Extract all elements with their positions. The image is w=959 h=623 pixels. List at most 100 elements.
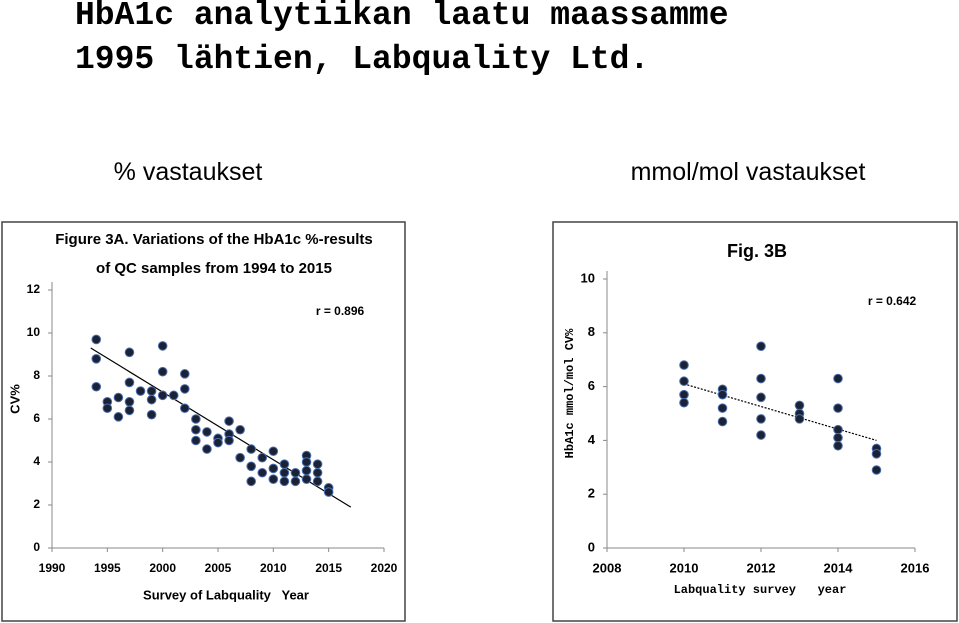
y-tick-label: 2	[33, 497, 40, 511]
point	[833, 432, 843, 443]
x-tick-label: 1990	[39, 561, 66, 575]
point	[202, 444, 212, 454]
point	[102, 403, 113, 414]
point	[268, 474, 279, 485]
y-tick-label: 8	[33, 368, 40, 382]
point	[180, 384, 190, 394]
x-tick-label: 2020	[371, 561, 398, 575]
point	[146, 409, 157, 420]
point	[168, 390, 179, 401]
chart-frame	[552, 221, 958, 622]
y-tick-label: 6	[33, 411, 40, 425]
y-tick-label: 0	[588, 539, 595, 554]
point	[794, 414, 805, 424]
point	[257, 452, 268, 463]
x-axis-label: Survey of Labquality Year	[143, 587, 309, 602]
x-tick-label: 2005	[205, 561, 232, 575]
point	[871, 449, 882, 459]
point	[235, 424, 245, 435]
x-tick-label: 2015	[315, 561, 342, 575]
point	[113, 392, 124, 403]
point	[124, 397, 135, 407]
x-tick-label: 2010	[260, 561, 287, 575]
point	[679, 389, 689, 400]
point	[717, 403, 728, 413]
annotation: r = 0.896	[316, 304, 365, 318]
chart-title: Figure 3A. Variations of the HbA1c %-res…	[55, 231, 373, 248]
point	[157, 341, 168, 351]
point	[833, 373, 843, 384]
point	[756, 373, 766, 384]
point	[301, 474, 312, 485]
chart-title: Fig. 3B	[727, 241, 787, 261]
point	[290, 476, 301, 487]
point	[756, 341, 766, 352]
point	[91, 334, 102, 345]
point	[91, 354, 102, 364]
point	[312, 476, 323, 487]
point	[135, 386, 146, 396]
y-tick-label: 10	[581, 270, 595, 285]
point	[235, 452, 245, 463]
point	[717, 389, 728, 400]
point	[246, 461, 256, 472]
point	[301, 465, 312, 476]
point	[180, 403, 190, 414]
point	[202, 427, 212, 437]
point	[268, 463, 279, 474]
y-tick-label: 0	[33, 540, 40, 554]
column-heading: mmol/mol vastaukset	[630, 158, 866, 186]
point	[312, 467, 323, 478]
point	[124, 405, 135, 416]
point	[191, 424, 201, 435]
point	[871, 465, 882, 475]
point	[794, 400, 805, 411]
point	[323, 487, 334, 497]
point	[157, 390, 168, 401]
trendline	[683, 383, 877, 441]
point	[833, 424, 843, 435]
x-tick-label: 2008	[593, 560, 622, 575]
point	[833, 403, 843, 413]
point	[246, 476, 256, 487]
point	[91, 381, 102, 392]
point	[290, 467, 301, 478]
x-tick-label: 2012	[747, 560, 776, 575]
point	[268, 446, 279, 457]
y-tick-label: 10	[27, 325, 41, 339]
point	[246, 444, 256, 454]
annotation: r = 0.642	[868, 294, 917, 308]
point	[191, 414, 201, 424]
chart-title: of QC samples from 1994 to 2015	[96, 260, 332, 277]
point	[679, 397, 689, 408]
point	[301, 457, 312, 467]
point	[124, 347, 135, 358]
y-axis-label: HbA1c mmol/mol CV%	[563, 328, 577, 458]
point	[224, 435, 234, 446]
y-tick-label: 4	[33, 454, 40, 468]
y-tick-label: 8	[588, 324, 595, 339]
point	[213, 437, 223, 448]
y-tick-label: 2	[588, 486, 595, 501]
x-tick-label: 2010	[670, 560, 699, 575]
chart-frame	[1, 221, 406, 622]
point	[833, 440, 843, 451]
x-tick-label: 2000	[149, 561, 176, 575]
x-tick-label: 2016	[901, 560, 930, 575]
x-tick-label: 2014	[824, 560, 854, 575]
point	[146, 394, 157, 405]
point	[191, 435, 201, 446]
point	[124, 377, 135, 388]
point	[279, 467, 290, 478]
point	[224, 416, 234, 426]
y-tick-label: 12	[27, 282, 41, 296]
y-axis-label: CV%	[7, 384, 22, 414]
x-tick-label: 1995	[94, 561, 121, 575]
point	[180, 369, 190, 379]
slide-title: 1995 lähtien, Labquality Ltd.	[75, 41, 650, 78]
point	[279, 459, 290, 469]
point	[756, 414, 766, 424]
slide-title: HbA1c analytiikan laatu maassamme	[75, 0, 729, 34]
